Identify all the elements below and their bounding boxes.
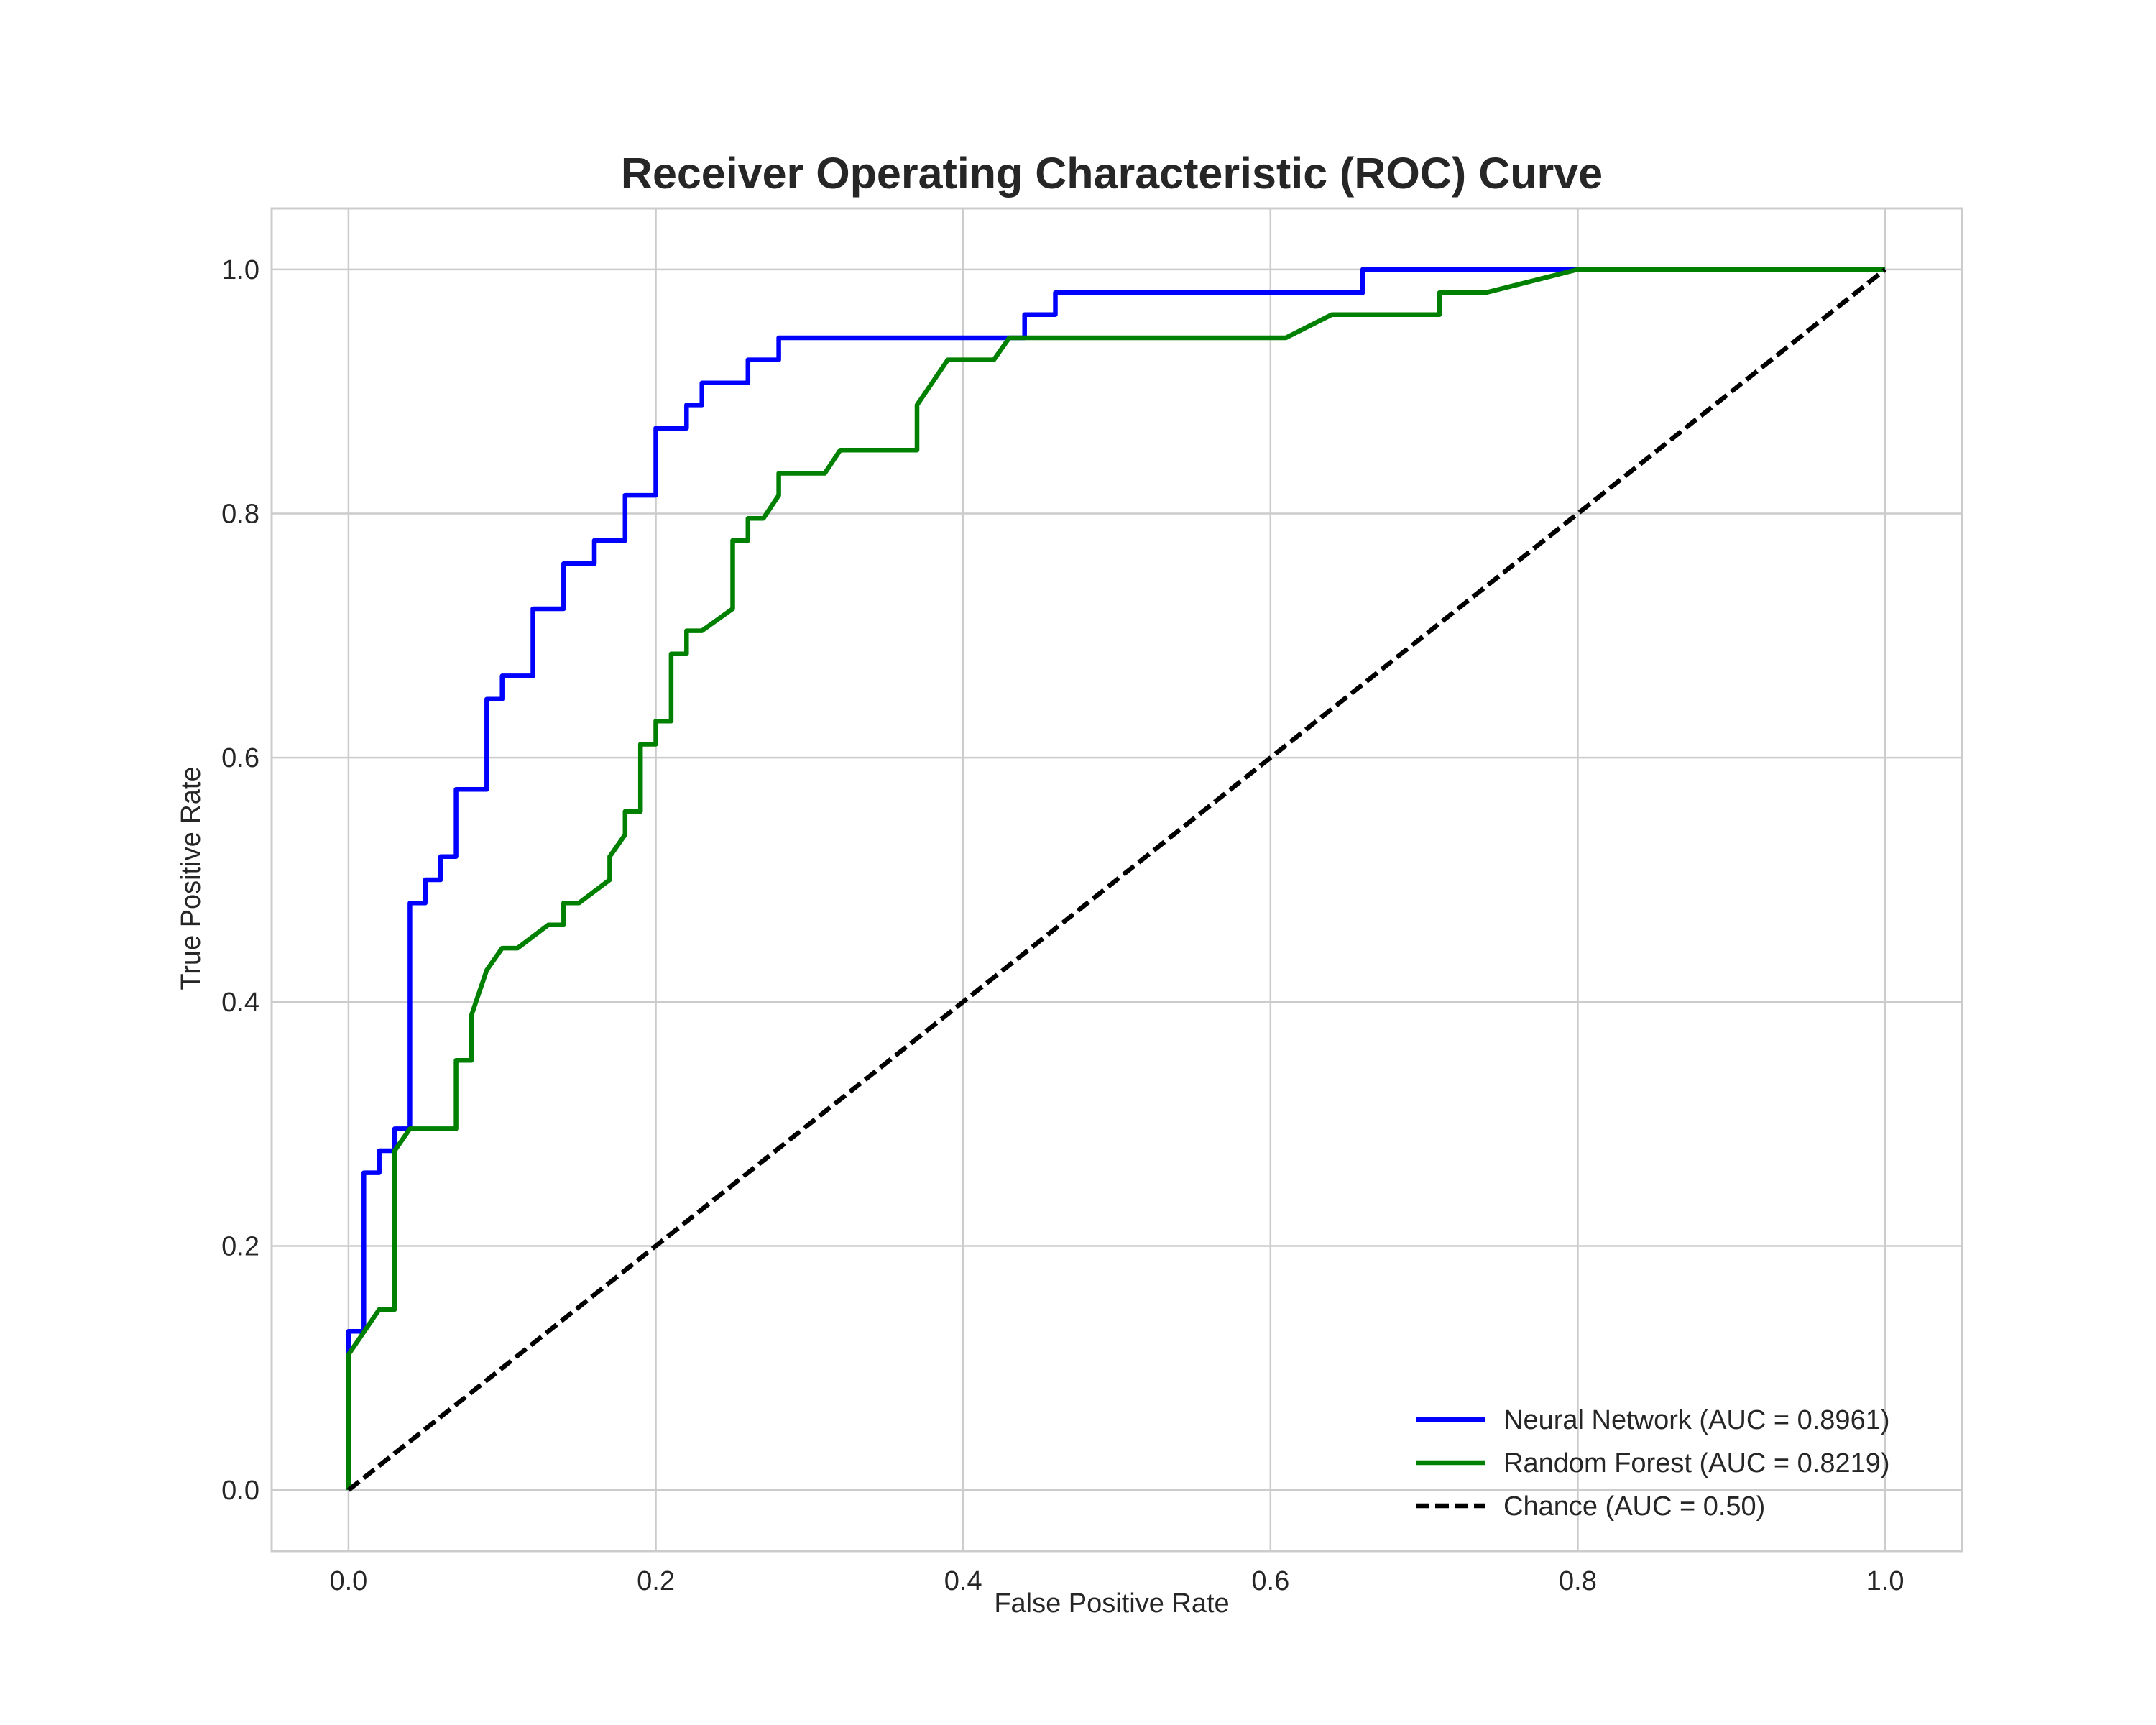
y-axis-label: True Positive Rate [176, 766, 206, 990]
x-tick-label: 0.0 [329, 1566, 367, 1596]
series-line-2 [346, 267, 1886, 1491]
y-tick-labels: 0.0 0.2 0.4 0.6 0.8 1.0 [221, 255, 259, 1506]
grid-lines [272, 208, 1962, 1551]
x-axis-label: False Positive Rate [994, 1588, 1229, 1619]
y-tick-label: 0.4 [221, 988, 259, 1018]
y-tick-label: 0.8 [221, 500, 259, 530]
legend-label-2: Random Forest (AUC = 0.8219) [1503, 1448, 1890, 1478]
y-tick-label: 0.6 [221, 743, 259, 773]
plot-area: 0.0 0.2 0.4 0.6 0.8 1.0 0.0 0.2 0.4 0.6 0.8 1.0 [221, 207, 1963, 1596]
x-tick-label: 0.2 [637, 1566, 675, 1596]
y-tick-label: 0.0 [221, 1476, 259, 1506]
legend-label-1: Neural Network (AUC = 0.8961) [1503, 1405, 1890, 1435]
y-tick-label: 1.0 [221, 255, 259, 285]
legend: Neural Network (AUC = 0.8961) Random Fore… [1416, 1405, 1890, 1522]
series-line-1 [346, 267, 1886, 1491]
legend-label-3: Chance (AUC = 0.50) [1503, 1491, 1765, 1522]
plot-frame [270, 207, 1963, 1552]
x-tick-label: 0.6 [1251, 1566, 1289, 1596]
chart-title: Receiver Operating Characteristic (ROC) … [621, 149, 1603, 198]
x-tick-label: 0.8 [1559, 1566, 1597, 1596]
x-tick-label: 0.4 [944, 1566, 982, 1596]
series-lines [346, 267, 1887, 1492]
y-tick-label: 0.2 [221, 1231, 259, 1261]
x-tick-labels: 0.0 0.2 0.4 0.6 0.8 1.0 [329, 1566, 1904, 1596]
x-tick-label: 1.0 [1866, 1566, 1904, 1596]
series-line-3 [346, 267, 1887, 1492]
